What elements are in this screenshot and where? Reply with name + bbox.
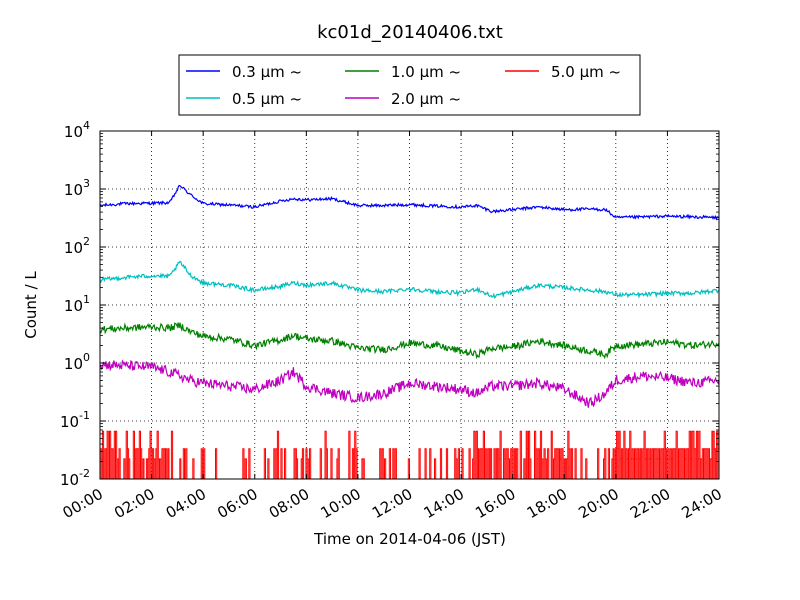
series-4 <box>99 359 720 408</box>
chart-title: kc01d_20140406.txt <box>317 22 503 43</box>
legend-label: 0.3 μm ~ <box>232 63 302 81</box>
y-tick-label: 101 <box>64 293 90 315</box>
legend-label: 0.5 μm ~ <box>232 90 302 108</box>
x-axis-label: Time on 2014-04-06 (JST) <box>313 530 506 548</box>
axis-ticks <box>99 130 720 480</box>
series-line <box>99 260 720 299</box>
y-tick-label: 102 <box>64 235 90 257</box>
series-line <box>99 430 720 479</box>
y-axis-label: Count / L <box>22 271 40 339</box>
legend: 0.3 μm ~ 0.5 μm ~ 1.0 μm ~ 2.0 μm ~ 5.0 μm ~ <box>178 54 641 116</box>
series-line <box>99 322 720 360</box>
series-2 <box>99 260 720 299</box>
legend-entries: 0.3 μm ~ 0.5 μm ~ 1.0 μm ~ 2.0 μm ~ 5.0 μm ~ <box>186 63 621 108</box>
series-layer <box>99 184 720 479</box>
y-tick-label: 103 <box>64 177 90 199</box>
legend-frame <box>178 54 641 116</box>
legend-label: 2.0 μm ~ <box>391 90 461 108</box>
series-line <box>99 359 720 408</box>
series-3 <box>99 322 720 360</box>
y-tick-label: 10-2 <box>60 467 90 489</box>
y-tick-label: 100 <box>64 351 90 373</box>
series-line <box>99 184 720 221</box>
y-tick-label: 104 <box>64 119 90 141</box>
legend-label: 5.0 μm ~ <box>551 63 621 81</box>
series-5 <box>99 430 720 479</box>
legend-label: 1.0 μm ~ <box>391 63 461 81</box>
series-1 <box>99 184 720 221</box>
y-axis-tick-labels: 10-2 10-1 100 101 102 103 104 <box>60 119 90 489</box>
y-tick-label: 10-1 <box>60 409 90 431</box>
